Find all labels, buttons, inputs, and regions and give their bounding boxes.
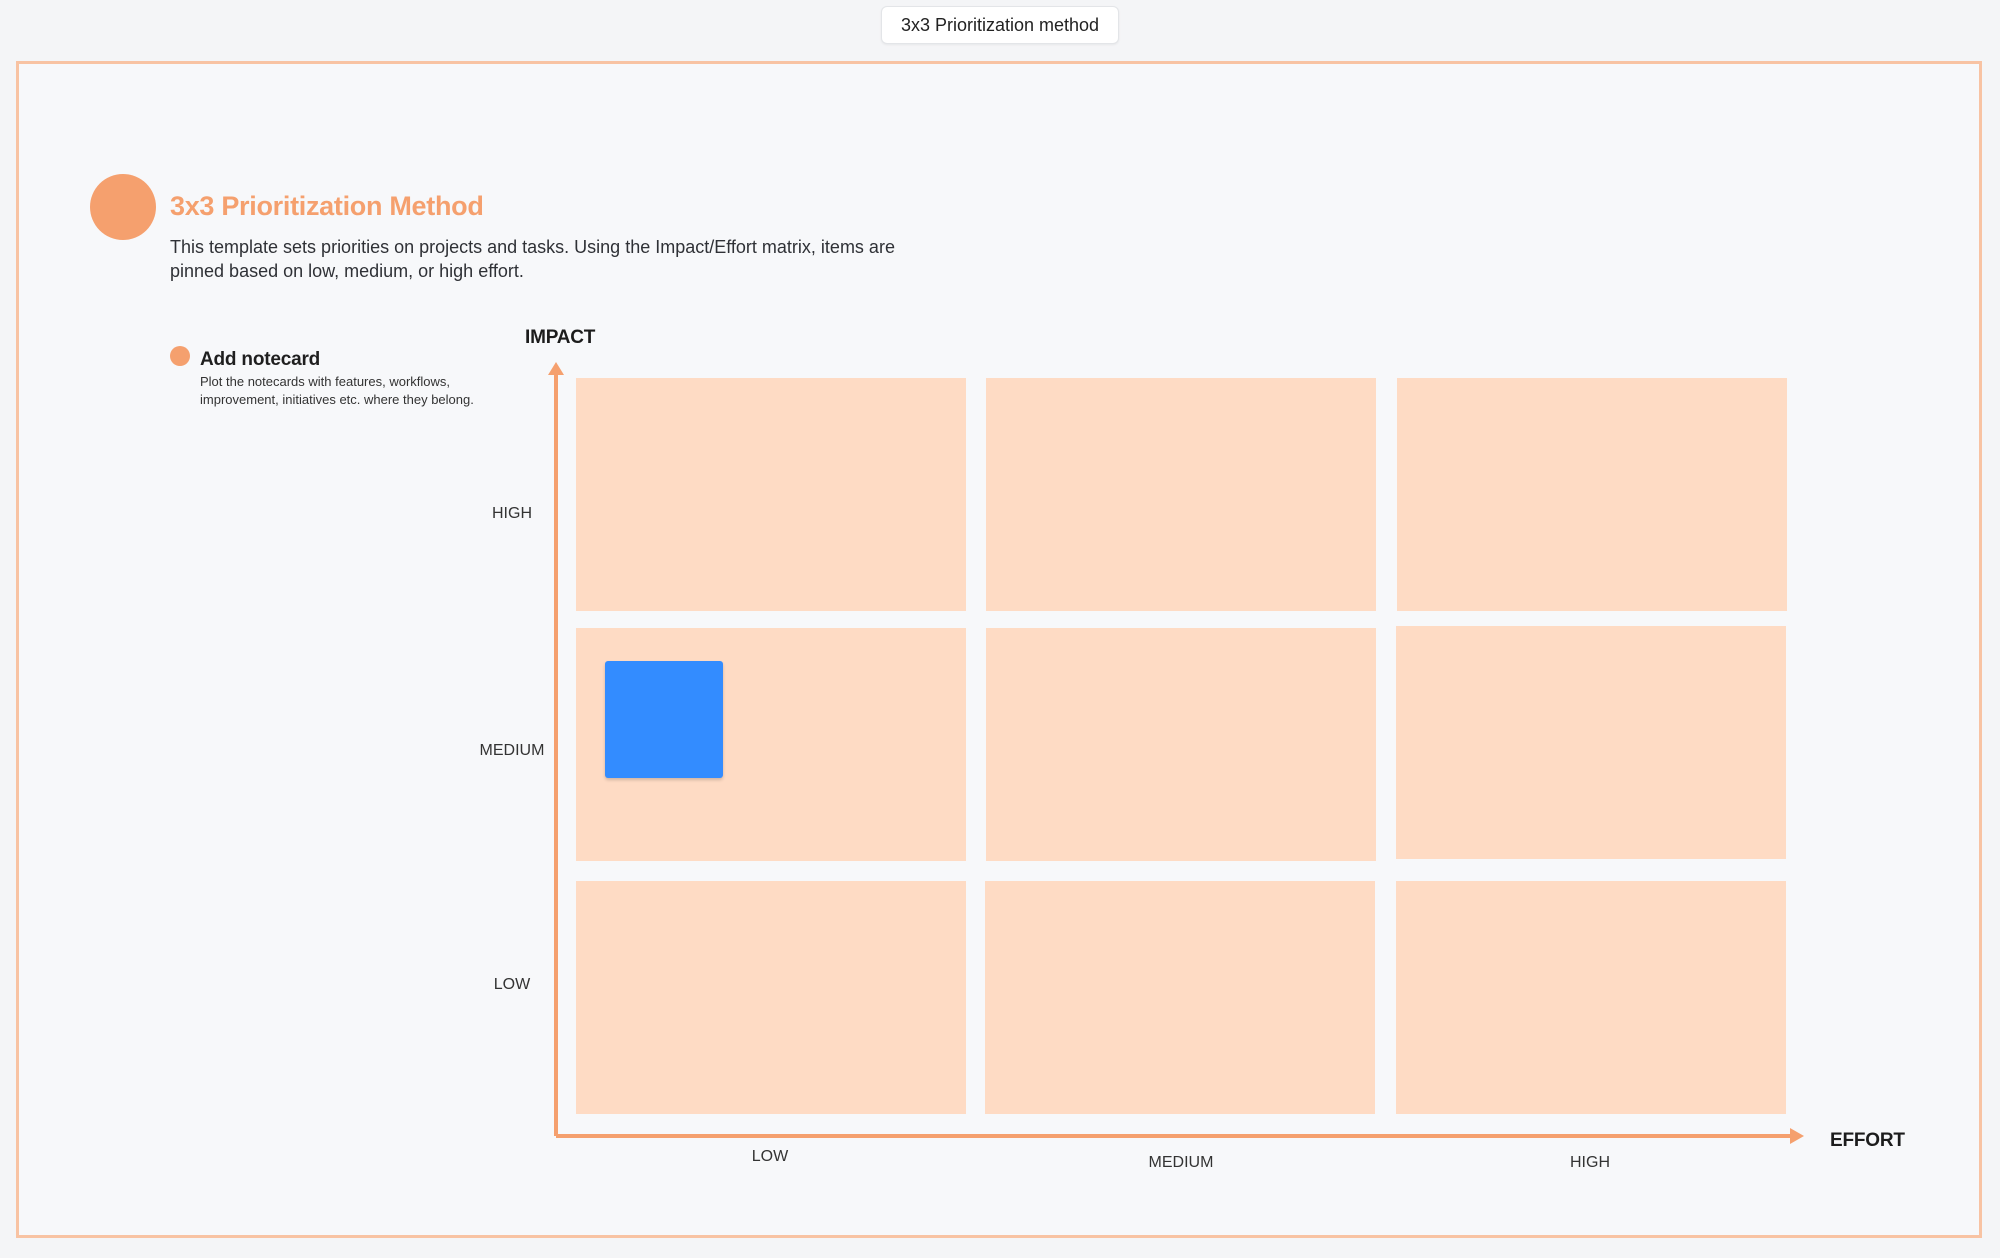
y-tick-medium: MEDIUM xyxy=(479,742,545,759)
x-axis-arrow-icon xyxy=(1790,1128,1804,1144)
cell-high-impact-medium-effort[interactable] xyxy=(986,378,1376,611)
cell-low-impact-medium-effort[interactable] xyxy=(985,881,1375,1114)
bullet-dot-icon xyxy=(170,346,190,366)
x-tick-low: LOW xyxy=(751,1148,789,1165)
y-axis-label: IMPACT xyxy=(525,327,596,348)
template-title: 3x3 Prioritization Method xyxy=(170,191,484,221)
cell-medium-impact-medium-effort[interactable] xyxy=(986,628,1376,861)
header-circle-icon xyxy=(90,174,156,240)
x-tick-medium: MEDIUM xyxy=(1148,1154,1214,1171)
y-tick-high: HIGH xyxy=(492,505,532,522)
notecard[interactable] xyxy=(605,661,723,778)
cell-high-impact-high-effort[interactable] xyxy=(1397,378,1787,611)
y-axis-arrow-icon xyxy=(548,362,564,375)
cell-medium-impact-high-effort[interactable] xyxy=(1396,626,1786,859)
instruction-description: Plot the notecards with features, workfl… xyxy=(200,374,474,407)
x-axis-label: EFFORT xyxy=(1830,1130,1905,1151)
frame-label[interactable]: 3x3 Prioritization method xyxy=(881,6,1119,44)
x-tick-high: HIGH xyxy=(1570,1154,1610,1171)
cell-high-impact-low-effort[interactable] xyxy=(576,378,966,611)
y-tick-low: LOW xyxy=(493,976,531,993)
cell-low-impact-high-effort[interactable] xyxy=(1396,881,1786,1114)
template-description: This template sets priorities on project… xyxy=(170,237,895,281)
instruction-title: Add notecard xyxy=(200,349,321,370)
cell-low-impact-low-effort[interactable] xyxy=(576,881,966,1114)
